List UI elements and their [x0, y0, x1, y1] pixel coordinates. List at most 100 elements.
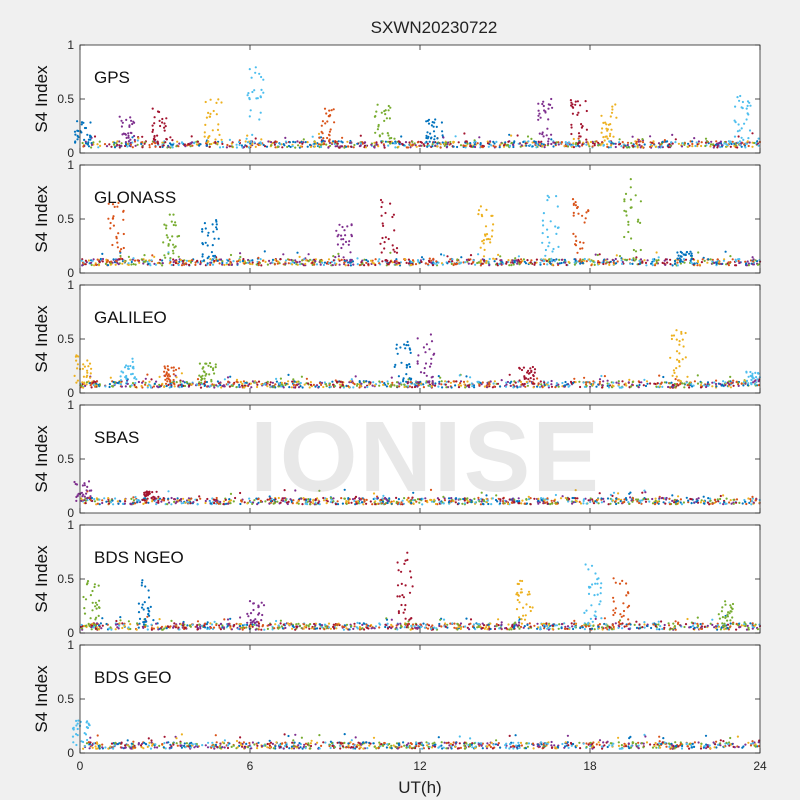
spike-point — [86, 359, 89, 362]
data-point — [361, 142, 364, 145]
data-point — [719, 383, 722, 386]
data-point — [600, 374, 603, 378]
data-point — [434, 144, 437, 147]
spike-point — [680, 332, 683, 335]
data-point — [182, 380, 185, 383]
data-point — [305, 259, 308, 262]
data-point — [87, 145, 91, 148]
data-point — [751, 256, 754, 259]
spike-point — [733, 119, 736, 122]
spike-point — [527, 369, 530, 372]
data-point — [665, 496, 668, 500]
data-point — [611, 494, 614, 497]
data-point — [213, 256, 216, 259]
spike-point — [520, 368, 524, 372]
data-point — [289, 498, 292, 501]
data-point — [714, 143, 718, 146]
data-point — [477, 253, 480, 256]
spike-point — [523, 382, 526, 386]
spike-point — [538, 112, 541, 115]
spike-point — [205, 362, 208, 365]
data-point — [612, 261, 615, 264]
data-point — [548, 260, 552, 263]
data-point — [466, 260, 469, 263]
data-point — [597, 502, 600, 505]
data-point — [699, 501, 703, 504]
data-point — [269, 497, 272, 500]
data-point — [213, 498, 216, 501]
data-point — [235, 143, 238, 146]
data-point — [638, 499, 642, 502]
spike-point — [74, 140, 77, 143]
spike-point — [627, 223, 630, 226]
data-point — [361, 623, 364, 627]
data-point — [438, 380, 441, 383]
data-point — [450, 497, 453, 500]
spike-point — [172, 223, 175, 227]
data-point — [312, 499, 315, 502]
data-point — [574, 497, 577, 500]
data-point — [554, 493, 558, 497]
data-point — [508, 145, 511, 148]
spike-point — [756, 378, 759, 381]
data-point — [334, 145, 337, 148]
spike-point — [87, 480, 91, 483]
data-point — [124, 500, 127, 503]
data-point — [175, 145, 178, 148]
data-point — [431, 385, 434, 388]
data-point — [537, 499, 540, 503]
spike-point — [373, 115, 376, 118]
data-point — [400, 383, 403, 386]
spike-point — [166, 380, 169, 383]
spike-point — [739, 94, 742, 98]
data-point — [638, 383, 641, 387]
data-point — [683, 386, 686, 389]
spike-point — [430, 362, 433, 365]
data-point — [447, 141, 450, 144]
data-point — [404, 141, 408, 144]
data-point — [578, 500, 581, 503]
data-point — [90, 143, 94, 146]
spike-point — [171, 249, 175, 252]
data-point — [287, 380, 290, 383]
data-point — [241, 624, 244, 627]
data-point — [130, 497, 133, 500]
data-point — [582, 381, 585, 384]
spike-point — [745, 118, 748, 121]
data-point — [629, 496, 632, 499]
spike-point — [318, 136, 321, 139]
spike-point — [173, 246, 176, 249]
data-point — [653, 264, 657, 267]
data-point — [715, 261, 718, 264]
data-point — [462, 261, 465, 264]
spike-point — [572, 202, 576, 205]
spike-point — [378, 135, 381, 138]
data-point — [529, 503, 532, 506]
data-point — [150, 142, 154, 145]
data-point — [539, 626, 542, 629]
data-point — [185, 259, 188, 262]
spike-point — [125, 136, 128, 139]
spike-point — [623, 209, 626, 212]
data-point — [454, 384, 457, 387]
data-point — [535, 143, 539, 146]
data-point — [92, 258, 95, 261]
data-point — [90, 263, 93, 267]
data-point — [418, 501, 421, 504]
data-point — [137, 137, 140, 140]
data-point — [644, 261, 648, 264]
data-point — [92, 141, 95, 144]
spike-point — [381, 260, 384, 263]
data-point — [696, 374, 699, 377]
data-point — [446, 262, 449, 265]
data-point — [226, 383, 229, 386]
data-point — [463, 132, 466, 135]
spike-point — [393, 250, 396, 253]
data-point — [651, 502, 655, 505]
data-point — [209, 502, 212, 505]
data-point — [735, 501, 738, 504]
data-point — [312, 383, 315, 386]
data-point — [179, 623, 183, 626]
data-point — [170, 496, 173, 500]
spike-point — [201, 255, 204, 258]
